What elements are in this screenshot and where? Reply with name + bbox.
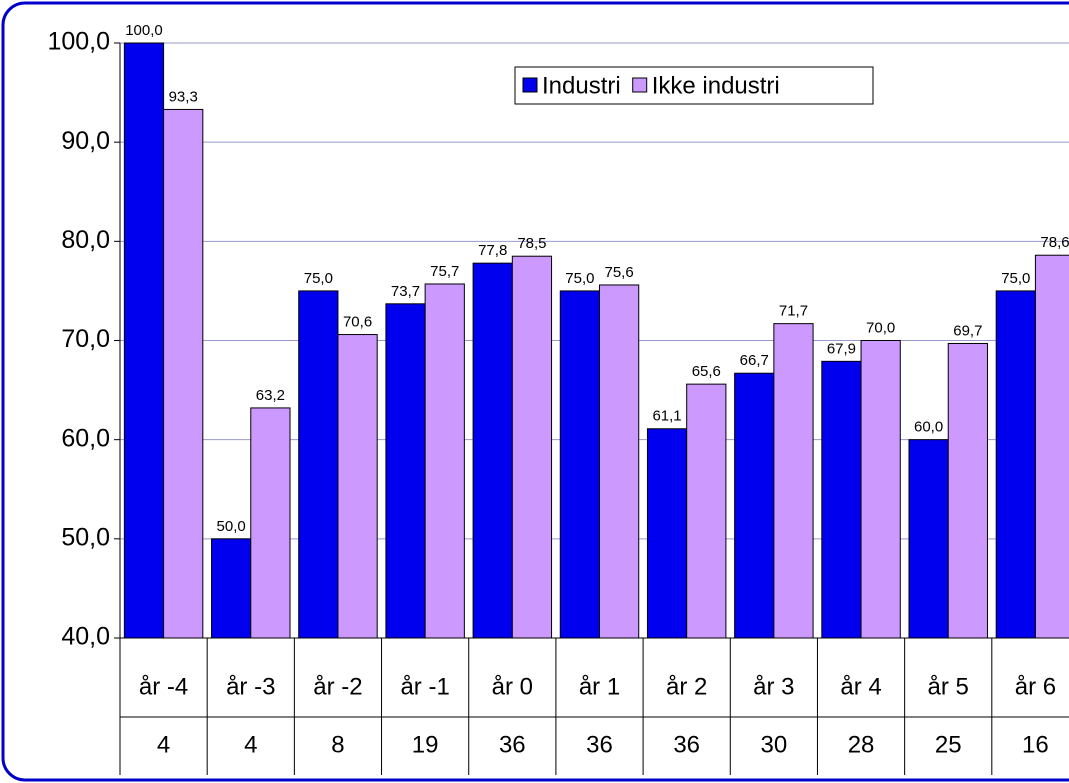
x-tick-label: år -3 xyxy=(226,673,275,700)
value-label: 63,2 xyxy=(256,387,285,404)
bar xyxy=(686,383,727,639)
x-tick-label: år -1 xyxy=(400,673,449,700)
value-label: 69,7 xyxy=(953,322,982,339)
x-tick-label: år 4 xyxy=(840,673,881,700)
y-tick-label: 70,0 xyxy=(61,325,110,353)
value-label: 78,6 xyxy=(1040,234,1069,251)
bar xyxy=(424,283,465,639)
category-count: 4 xyxy=(157,731,170,758)
bar xyxy=(773,323,814,639)
value-label: 71,7 xyxy=(779,303,808,320)
value-label: 93,3 xyxy=(169,88,198,105)
category-count: 8 xyxy=(331,731,344,758)
legend-box xyxy=(514,66,874,105)
category-count: 25 xyxy=(935,731,962,758)
bar xyxy=(908,439,949,639)
category-count: 30 xyxy=(761,731,788,758)
bar xyxy=(472,262,513,639)
bar xyxy=(163,108,204,639)
bar xyxy=(947,342,988,639)
bar xyxy=(298,290,339,639)
bar xyxy=(599,284,640,639)
y-tick-label: 90,0 xyxy=(61,127,110,155)
value-label: 60,0 xyxy=(914,419,943,436)
category-count: 28 xyxy=(848,731,875,758)
x-tick-label: år 5 xyxy=(928,673,969,700)
category-count: 19 xyxy=(412,731,439,758)
value-label: 75,0 xyxy=(565,270,594,287)
value-label: 100,0 xyxy=(125,22,163,39)
bar xyxy=(123,42,165,639)
x-tick-label: år 3 xyxy=(753,673,794,700)
category-count: 36 xyxy=(499,731,526,758)
value-label: 65,6 xyxy=(692,363,721,380)
value-label: 78,5 xyxy=(517,235,546,252)
y-tick-label: 100,0 xyxy=(47,28,110,56)
y-tick-label: 80,0 xyxy=(61,226,110,254)
value-label: 67,9 xyxy=(827,340,856,357)
bar xyxy=(211,538,252,639)
category-count: 16 xyxy=(1022,731,1049,758)
value-label: 75,6 xyxy=(605,264,634,281)
x-tick-label: år 6 xyxy=(1015,673,1056,700)
bar xyxy=(1034,254,1069,639)
value-label: 50,0 xyxy=(217,518,246,535)
bar xyxy=(734,372,775,639)
value-label: 75,7 xyxy=(430,263,459,280)
value-label: 66,7 xyxy=(740,352,769,369)
y-tick-label: 60,0 xyxy=(61,424,110,452)
y-tick-label: 40,0 xyxy=(61,623,110,651)
value-label: 75,0 xyxy=(304,270,333,287)
value-label: 70,6 xyxy=(343,314,372,331)
legend-swatch xyxy=(522,77,538,93)
category-count: 36 xyxy=(673,731,700,758)
y-tick-label: 50,0 xyxy=(61,523,110,551)
value-label: 61,1 xyxy=(652,408,681,425)
category-count: 4 xyxy=(244,731,257,758)
x-tick-label: år 2 xyxy=(666,673,707,700)
value-label: 73,7 xyxy=(391,283,420,300)
x-tick-label: år -2 xyxy=(313,673,362,700)
bar xyxy=(385,303,426,639)
bar xyxy=(559,290,601,639)
bar xyxy=(821,360,862,639)
bar xyxy=(511,255,553,639)
bar xyxy=(250,407,291,639)
bar xyxy=(860,340,901,639)
bar xyxy=(646,428,688,639)
value-label: 75,0 xyxy=(1001,270,1030,287)
bar xyxy=(337,334,378,639)
value-label: 77,8 xyxy=(478,242,507,259)
value-label: 70,0 xyxy=(866,319,895,336)
x-tick-label: år -4 xyxy=(139,673,188,700)
legend-label: Industri xyxy=(542,72,621,99)
category-count: 36 xyxy=(586,731,613,758)
bar xyxy=(995,290,1036,639)
x-tick-label: år 1 xyxy=(579,673,620,700)
legend-swatch xyxy=(632,77,648,93)
legend-label: Ikke industri xyxy=(652,72,780,99)
x-tick-label: år 0 xyxy=(492,673,533,700)
